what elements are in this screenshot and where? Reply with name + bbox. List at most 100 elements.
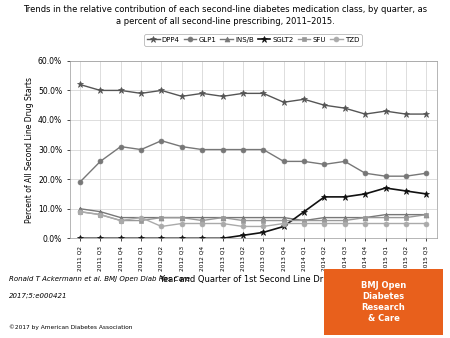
DPP4 [261, 91, 266, 95]
Text: BMJ Open
Diabetes
Research
& Care: BMJ Open Diabetes Research & Care [361, 281, 406, 323]
Line: SGLT2: SGLT2 [76, 185, 430, 242]
Line: TZD: TZD [77, 209, 429, 229]
INS/B [302, 219, 307, 223]
Text: Trends in the relative contribution of each second-line diabetes medication clas: Trends in the relative contribution of e… [23, 5, 427, 26]
SFU [77, 210, 83, 214]
INS/B [423, 213, 429, 217]
GLP1 [403, 174, 409, 178]
TZD [383, 221, 388, 225]
Y-axis label: Percent of All Second Line Drug Starts: Percent of All Second Line Drug Starts [25, 77, 34, 222]
TZD [138, 216, 144, 220]
DPP4 [98, 88, 103, 92]
DPP4 [383, 109, 388, 113]
TZD [261, 224, 266, 228]
TZD [98, 213, 103, 217]
TZD [281, 221, 286, 225]
TZD [118, 219, 123, 223]
TZD [363, 221, 368, 225]
SFU [403, 216, 409, 220]
SGLT2 [383, 186, 388, 190]
Line: SFU: SFU [77, 209, 429, 223]
INS/B [98, 210, 103, 214]
GLP1 [118, 145, 123, 149]
DPP4 [281, 100, 286, 104]
INS/B [138, 216, 144, 220]
SGLT2 [240, 233, 246, 237]
SFU [281, 219, 286, 223]
SFU [302, 219, 307, 223]
DPP4 [240, 91, 246, 95]
DPP4 [138, 91, 144, 95]
INS/B [159, 216, 164, 220]
TZD [342, 221, 347, 225]
TZD [240, 224, 246, 228]
SGLT2 [138, 236, 144, 240]
INS/B [261, 216, 266, 220]
GLP1 [199, 147, 205, 151]
SGLT2 [403, 189, 409, 193]
SGLT2 [281, 224, 286, 228]
Text: 2017;5:e000421: 2017;5:e000421 [9, 292, 68, 298]
INS/B [179, 216, 184, 220]
GLP1 [77, 180, 83, 184]
SGLT2 [423, 192, 429, 196]
Text: ©2017 by American Diabetes Association: ©2017 by American Diabetes Association [9, 324, 132, 330]
TZD [77, 210, 83, 214]
DPP4 [363, 112, 368, 116]
TZD [220, 221, 225, 225]
INS/B [220, 216, 225, 220]
SGLT2 [118, 236, 123, 240]
SFU [118, 219, 123, 223]
SFU [159, 216, 164, 220]
SGLT2 [98, 236, 103, 240]
SFU [179, 216, 184, 220]
SGLT2 [322, 195, 327, 199]
SGLT2 [159, 236, 164, 240]
Line: INS/B: INS/B [77, 206, 429, 223]
DPP4 [220, 94, 225, 98]
SFU [220, 216, 225, 220]
INS/B [322, 216, 327, 220]
X-axis label: Year and Quarter of 1st Second Line Drug Fill: Year and Quarter of 1st Second Line Drug… [158, 275, 347, 284]
SFU [199, 219, 205, 223]
TZD [199, 221, 205, 225]
INS/B [342, 216, 347, 220]
SFU [363, 216, 368, 220]
GLP1 [240, 147, 246, 151]
GLP1 [302, 159, 307, 163]
INS/B [363, 216, 368, 220]
Text: Ronald T Ackermann et al. BMJ Open Diab Res Care: Ronald T Ackermann et al. BMJ Open Diab … [9, 275, 190, 282]
DPP4 [403, 112, 409, 116]
GLP1 [281, 159, 286, 163]
INS/B [403, 213, 409, 217]
SGLT2 [220, 236, 225, 240]
SGLT2 [342, 195, 347, 199]
DPP4 [342, 106, 347, 110]
SFU [138, 219, 144, 223]
GLP1 [98, 159, 103, 163]
DPP4 [179, 94, 184, 98]
TZD [423, 221, 429, 225]
GLP1 [220, 147, 225, 151]
GLP1 [261, 147, 266, 151]
DPP4 [118, 88, 123, 92]
GLP1 [342, 159, 347, 163]
TZD [403, 221, 409, 225]
SGLT2 [261, 231, 266, 235]
GLP1 [322, 162, 327, 166]
DPP4 [322, 103, 327, 107]
SFU [98, 213, 103, 217]
GLP1 [423, 171, 429, 175]
Legend: DPP4, GLP1, INS/B, SGLT2, SFU, TZD: DPP4, GLP1, INS/B, SGLT2, SFU, TZD [144, 34, 362, 46]
DPP4 [302, 97, 307, 101]
TZD [302, 221, 307, 225]
SGLT2 [302, 210, 307, 214]
SGLT2 [199, 236, 205, 240]
Line: DPP4: DPP4 [76, 81, 430, 118]
GLP1 [363, 171, 368, 175]
INS/B [383, 213, 388, 217]
SFU [423, 213, 429, 217]
INS/B [199, 216, 205, 220]
SFU [383, 216, 388, 220]
TZD [322, 221, 327, 225]
